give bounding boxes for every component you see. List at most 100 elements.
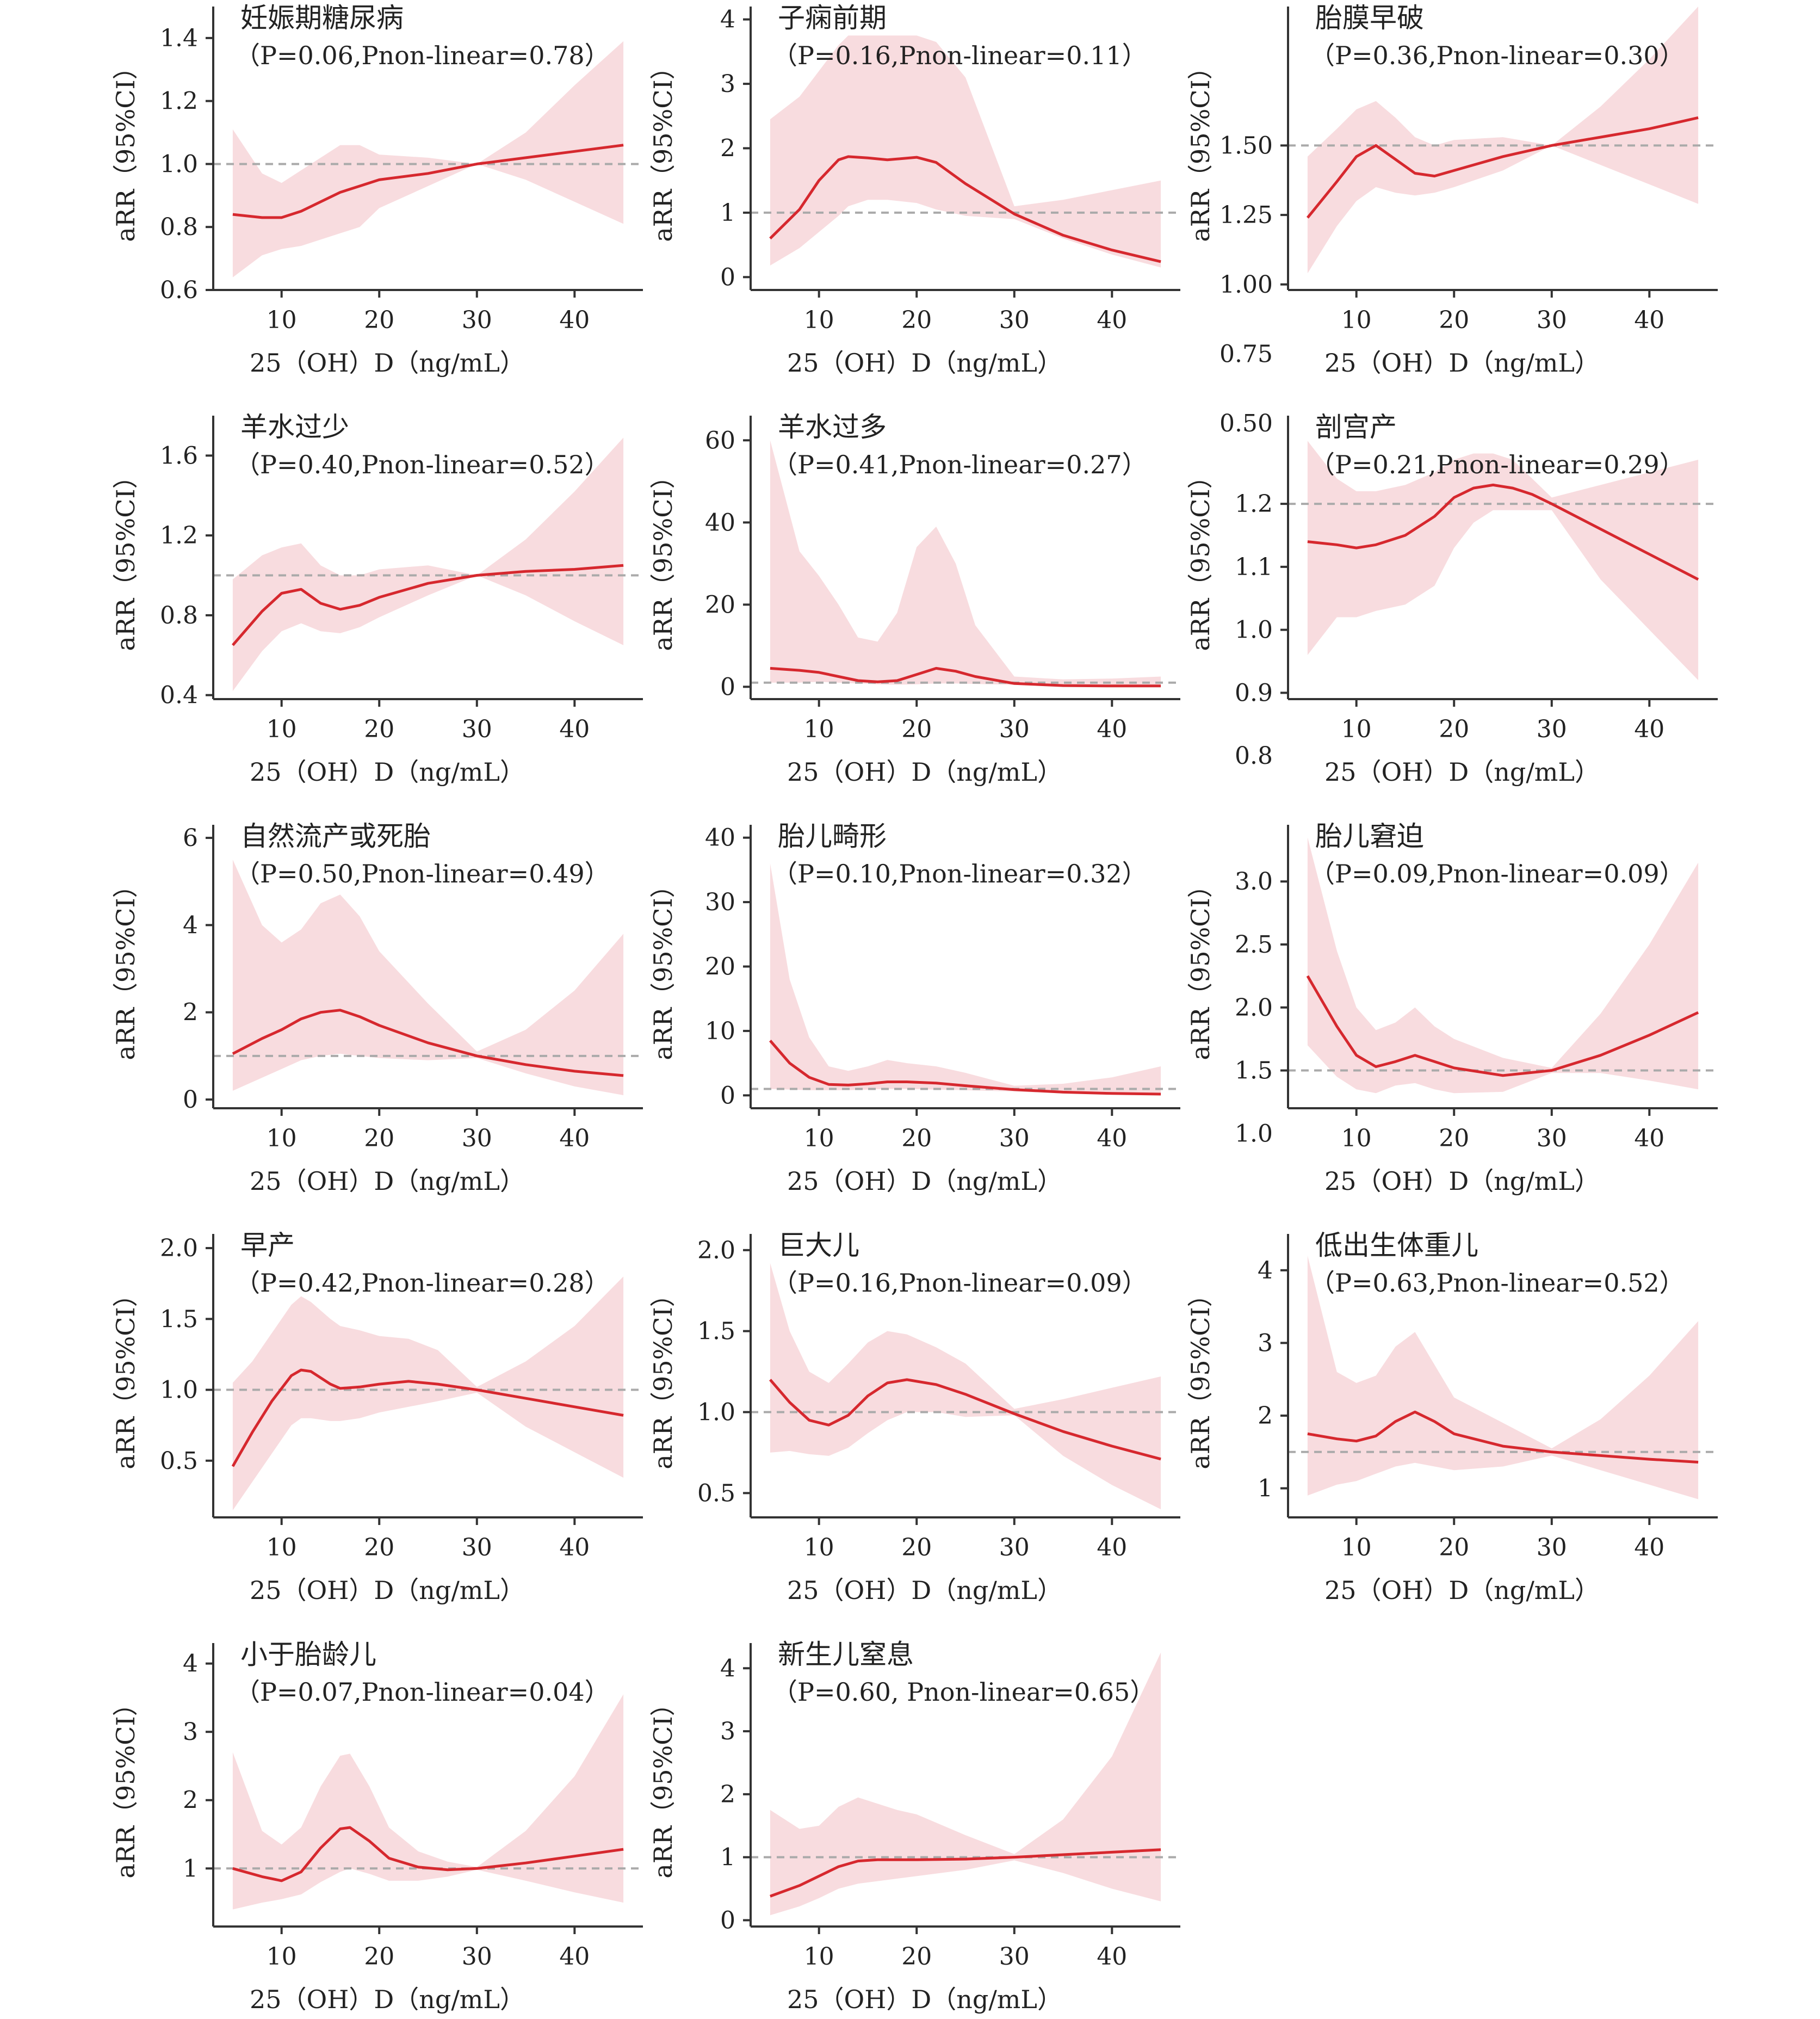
x-tick-label: 10 bbox=[267, 1534, 297, 1561]
x-tick-label: 40 bbox=[559, 1125, 590, 1152]
panel-title: 剖宫产 bbox=[1315, 411, 1397, 443]
y-tick-label: 0.6 bbox=[160, 276, 198, 304]
x-tick-label: 30 bbox=[999, 306, 1030, 334]
y-tick-label: 0.5 bbox=[160, 1447, 198, 1475]
y-tick-label: 1 bbox=[720, 1844, 735, 1872]
x-tick-label: 20 bbox=[364, 1125, 394, 1152]
y-tick-label: 1.25 bbox=[1219, 201, 1273, 229]
y-tick-label: 30 bbox=[705, 888, 735, 916]
chart-panel-6: 10 20 30 40 0.9 1.0 1.1 1.2 0.8 25（OH）D（ng/mL） aRR… bbox=[1186, 411, 1718, 787]
estimate-line bbox=[1307, 1410, 1699, 1464]
x-tick-label: 30 bbox=[1537, 1125, 1567, 1152]
ci-band bbox=[232, 437, 624, 691]
y-tick-label: 0.8 bbox=[160, 213, 198, 241]
x-tick-label: 40 bbox=[1097, 1125, 1127, 1152]
ci-band bbox=[770, 440, 1161, 687]
estimate-line bbox=[770, 666, 1161, 688]
panel-pvalues: （P=0.16,Pnon-linear=0.11） bbox=[772, 41, 1147, 70]
estimate-line bbox=[769, 1040, 1161, 1096]
x-tick-label: 20 bbox=[901, 1534, 932, 1561]
y-tick-label: 1.4 bbox=[160, 24, 198, 52]
y-tick-label: 1.5 bbox=[697, 1318, 735, 1345]
panel-title: 新生儿窒息 bbox=[778, 1639, 914, 1670]
y-axis-label: aRR（95%CI） bbox=[648, 54, 678, 242]
ci-band bbox=[770, 35, 1161, 268]
x-tick-label: 20 bbox=[901, 1943, 932, 1971]
y-tick-label: 1.0 bbox=[160, 1376, 198, 1404]
panel-title: 羊水过多 bbox=[778, 411, 887, 443]
y-tick-label: 20 bbox=[705, 953, 735, 981]
ci-band bbox=[770, 1652, 1161, 1916]
x-tick-label: 20 bbox=[901, 306, 932, 334]
panel-title: 巨大儿 bbox=[778, 1230, 859, 1261]
x-axis-label: 25（OH）D（ng/mL） bbox=[250, 348, 525, 378]
x-tick-label: 20 bbox=[364, 1534, 394, 1561]
y-tick-label: 1.50 bbox=[1219, 132, 1273, 159]
y-axis-label: aRR（95%CI） bbox=[648, 873, 678, 1060]
y-axis-label: aRR（95%CI） bbox=[648, 1282, 678, 1469]
estimate-line bbox=[232, 564, 624, 646]
x-tick-label: 40 bbox=[559, 306, 590, 334]
y-tick-label: 1.2 bbox=[160, 522, 198, 549]
x-tick-label: 40 bbox=[1634, 715, 1664, 743]
estimate-line bbox=[1307, 483, 1699, 581]
y-axis-label: aRR（95%CI） bbox=[111, 1691, 140, 1878]
ci-band bbox=[770, 1263, 1161, 1510]
y-axis-label: aRR（95%CI） bbox=[648, 464, 678, 651]
chart-panel-10: 10 20 30 40 0.5 1.0 1.5 2.0 25（OH）D（ng/mL） aRR（95… bbox=[111, 1230, 643, 1605]
y-tick-label: 1.00 bbox=[1219, 271, 1273, 299]
panel-title: 胎儿窘迫 bbox=[1315, 820, 1424, 852]
x-tick-label: 10 bbox=[267, 306, 297, 334]
y-tick-label: 2.0 bbox=[1235, 994, 1273, 1022]
y-tick-label: 60 bbox=[705, 427, 735, 454]
x-tick-label: 20 bbox=[364, 715, 394, 743]
y-axis-label: aRR（95%CI） bbox=[648, 1691, 678, 1878]
x-tick-label: 30 bbox=[1537, 1534, 1567, 1561]
x-tick-label: 20 bbox=[1439, 1534, 1469, 1561]
y-tick-label: 2 bbox=[720, 135, 735, 163]
ci-band bbox=[1307, 837, 1699, 1094]
x-axis-label: 25（OH）D（ng/mL） bbox=[1324, 348, 1600, 378]
x-tick-label: 40 bbox=[1097, 1534, 1127, 1561]
x-tick-label: 30 bbox=[462, 1534, 492, 1561]
y-tick-label: 1.5 bbox=[1235, 1057, 1273, 1085]
panel-pvalues: （P=0.63,Pnon-linear=0.52） bbox=[1310, 1268, 1685, 1298]
x-tick-label: 40 bbox=[1634, 306, 1664, 334]
y-extra-label: 0.50 bbox=[1219, 410, 1273, 437]
x-axis-label: 25（OH）D（ng/mL） bbox=[250, 1166, 525, 1196]
chart-panel-12: 10 20 30 40 1 2 3 4 25（OH）D（ng/mL） aRR（95%CI） 低出生体… bbox=[1186, 1230, 1718, 1605]
x-tick-label: 30 bbox=[1537, 715, 1567, 743]
y-tick-label: 0 bbox=[183, 1086, 198, 1114]
panel-title: 子痫前期 bbox=[778, 2, 887, 34]
y-tick-label: 1.5 bbox=[160, 1305, 198, 1333]
y-tick-label: 2 bbox=[720, 1781, 735, 1808]
x-tick-label: 30 bbox=[462, 306, 492, 334]
panel-pvalues: （P=0.40,Pnon-linear=0.52） bbox=[235, 450, 610, 479]
x-tick-label: 10 bbox=[1341, 306, 1372, 334]
panel-pvalues: （P=0.09,Pnon-linear=0.09） bbox=[1310, 859, 1685, 888]
x-tick-label: 10 bbox=[1341, 1125, 1372, 1152]
ci-band bbox=[1307, 7, 1699, 274]
x-tick-label: 10 bbox=[267, 1125, 297, 1152]
x-tick-label: 20 bbox=[364, 1943, 394, 1971]
y-tick-label: 0 bbox=[720, 673, 735, 701]
y-axis-label: aRR（95%CI） bbox=[111, 873, 140, 1060]
x-tick-label: 10 bbox=[804, 715, 834, 743]
x-tick-label: 10 bbox=[267, 715, 297, 743]
chart-panel-14: 10 20 30 40 0 1 2 3 4 25（OH）D（ng/mL） aRR（95%CI） 新生儿… bbox=[648, 1639, 1180, 2014]
y-tick-label: 0.8 bbox=[160, 602, 198, 629]
estimate-line bbox=[769, 1378, 1161, 1461]
y-tick-label: 2.5 bbox=[1235, 931, 1273, 959]
panel-pvalues: （P=0.07,Pnon-linear=0.04） bbox=[235, 1677, 610, 1707]
x-tick-label: 20 bbox=[901, 715, 932, 743]
ci-band bbox=[232, 41, 624, 277]
estimate-line bbox=[232, 1009, 624, 1077]
y-tick-label: 4 bbox=[720, 1654, 735, 1682]
y-axis-label: aRR（95%CI） bbox=[111, 464, 140, 651]
panel-pvalues: （P=0.16,Pnon-linear=0.09） bbox=[772, 1268, 1147, 1298]
y-axis-label: aRR（95%CI） bbox=[111, 1282, 140, 1469]
ci-band bbox=[1307, 1256, 1699, 1499]
x-tick-label: 20 bbox=[364, 306, 394, 334]
x-tick-label: 20 bbox=[901, 1125, 932, 1152]
